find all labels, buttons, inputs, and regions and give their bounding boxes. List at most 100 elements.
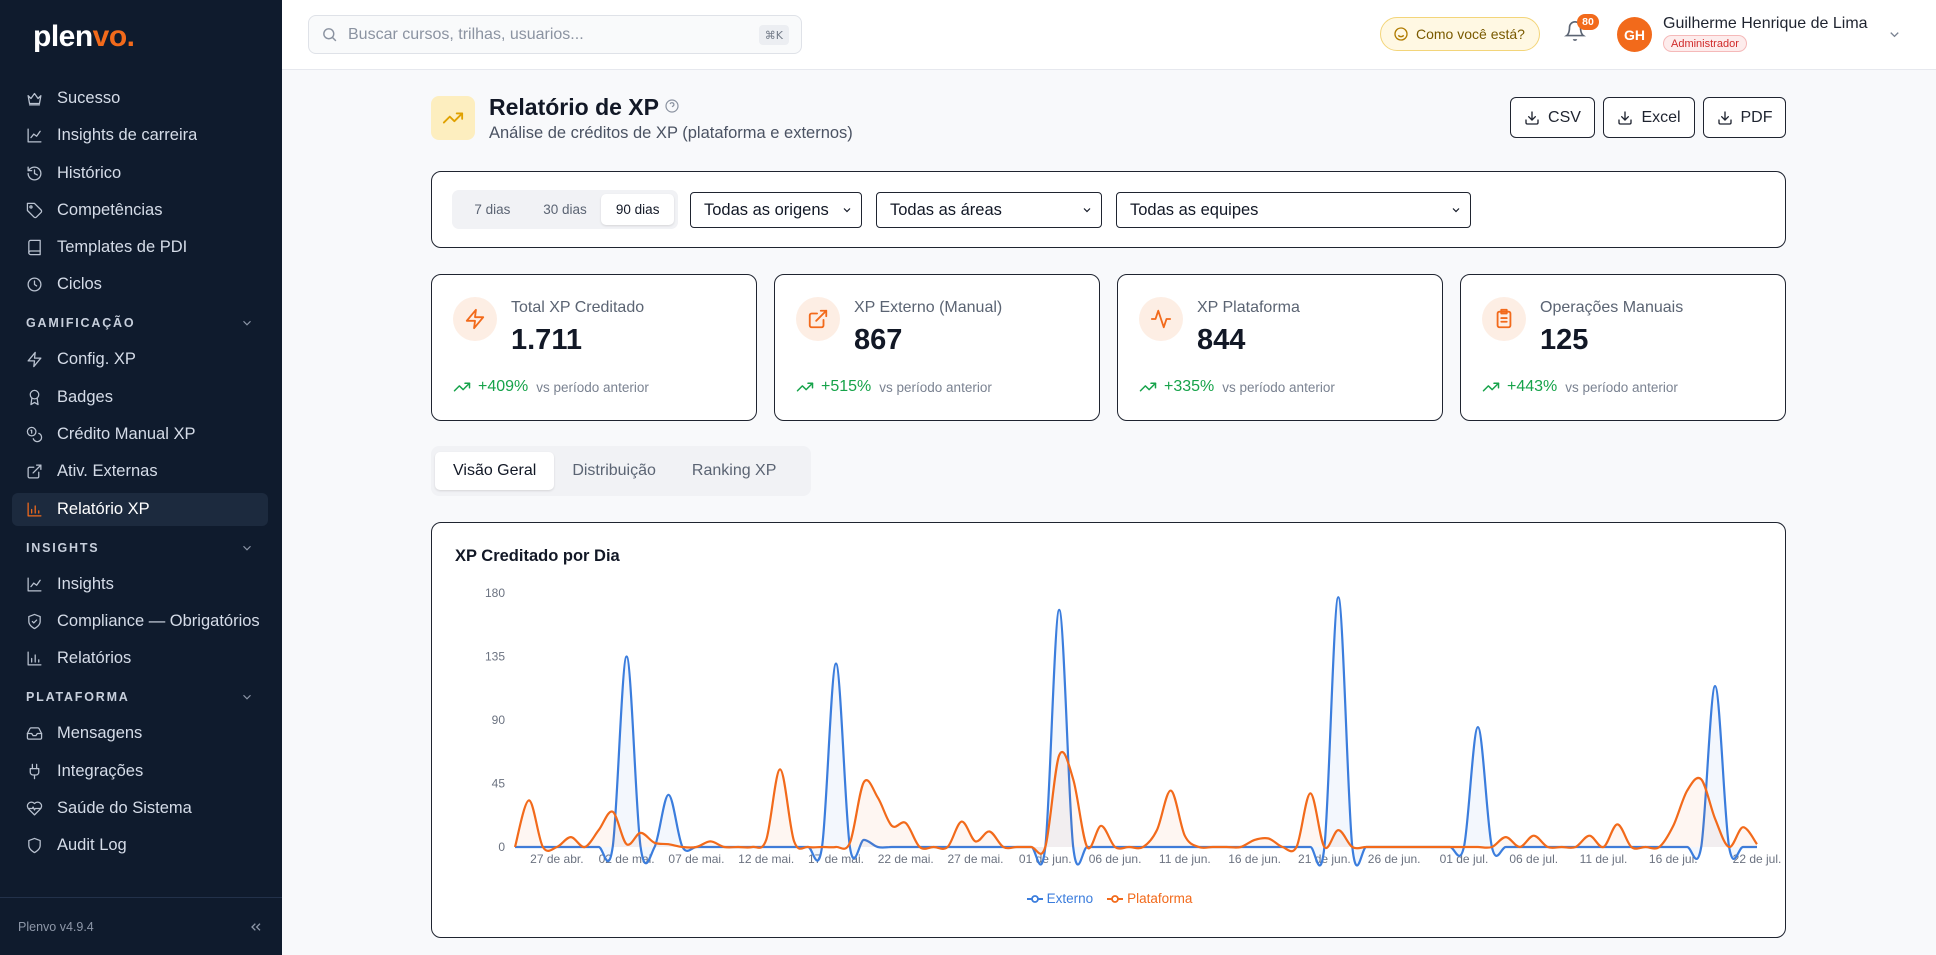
trending-up-icon (1482, 382, 1500, 392)
area-select[interactable]: Todas as áreas (876, 192, 1102, 228)
sidebar-item-mensagens[interactable]: Mensagens (12, 717, 268, 750)
legend-item-plataforma[interactable]: Plataforma (1107, 891, 1192, 906)
x-tick-label: 22 de jul. (1733, 852, 1782, 866)
zap-icon (465, 308, 485, 330)
export-csv-button[interactable]: CSV (1510, 97, 1595, 138)
help-circle-icon (665, 99, 679, 113)
search-input[interactable] (348, 25, 728, 44)
plug-icon (29, 763, 40, 779)
sidebar-nav: Sucesso Insights de carreira Histórico Comp… (12, 82, 268, 866)
chevron-down-icon (243, 545, 251, 551)
series-plataforma-area (515, 751, 1757, 854)
notifications-button[interactable]: 80 (1564, 14, 1599, 46)
sidebar-item-compliance-obrigatorios[interactable]: Compliance — Obrigatórios (12, 605, 268, 638)
sidebar-item-templates-de-pdi[interactable]: Templates de PDI (12, 231, 268, 264)
section-platform[interactable]: PLATAFORMA (12, 683, 268, 711)
team-select[interactable]: Todas as equipes (1116, 192, 1471, 228)
sidebar-item-label: Ciclos (57, 275, 102, 294)
export-pdf-button[interactable]: PDF (1703, 97, 1786, 138)
download-icon (1618, 110, 1633, 125)
clipboard-icon (1496, 308, 1512, 329)
filters-panel: 7 dias 30 dias 90 dias Todas as origens … (431, 171, 1786, 248)
x-tick-label: 07 de mai. (668, 852, 724, 866)
sidebar-item-label: Integrações (57, 761, 144, 780)
stat-delta-note: vs período anterior (1565, 379, 1678, 395)
stat-delta-note: vs período anterior (879, 379, 992, 395)
sidebar-item-badges[interactable]: Badges (12, 381, 268, 414)
stat-card-platform-xp: XP Plataforma 844 +335% vs período anteri… (1117, 274, 1443, 421)
period-30-days[interactable]: 30 dias (543, 202, 587, 217)
stat-delta: +443% vs período anterior (1482, 378, 1678, 396)
sidebar-item-ciclos[interactable]: Ciclos (12, 268, 268, 301)
trending-up-icon (796, 382, 814, 392)
chart-legend: Externo Plataforma (432, 891, 1787, 906)
sidebar: plenvo. Sucesso Insights de carreira Histó… (0, 0, 282, 955)
stat-icon (453, 297, 497, 341)
sidebar-item-sucesso[interactable]: Sucesso (12, 82, 268, 115)
x-tick-label: 06 de jul. (1509, 852, 1558, 866)
report-tabs: Visão Geral Distribuição Ranking XP (431, 446, 811, 496)
user-name[interactable]: Guilherme Henrique de Lima (1663, 15, 1868, 32)
sidebar-item-credito-manual-xp[interactable]: Crédito Manual XP (12, 418, 268, 451)
stat-card-external-xp: XP Externo (Manual) 867 +515% vs período … (774, 274, 1100, 421)
sidebar-item-integracoes[interactable]: Integrações (12, 755, 268, 788)
x-tick-label: 16 de jul. (1649, 852, 1698, 866)
origin-select[interactable]: Todas as origens (690, 192, 862, 228)
line-chart-icon (27, 128, 42, 143)
book-icon (28, 239, 41, 256)
y-tick-label: 180 (485, 586, 505, 600)
search-box[interactable]: ⌘K (308, 15, 802, 54)
x-tick-label: 06 de jun. (1089, 852, 1142, 866)
shield-check-icon (28, 613, 41, 630)
sidebar-item-insights-de-carreira[interactable]: Insights de carreira (12, 119, 268, 152)
tab-distribution[interactable]: Distribuição (572, 462, 656, 479)
stat-label: XP Plataforma (1197, 299, 1300, 316)
help-button[interactable] (664, 98, 680, 119)
sidebar-item-ativ-externas[interactable]: Ativ. Externas (12, 455, 268, 488)
mood-button[interactable]: Como você está? (1380, 17, 1540, 51)
legend-swatch-plataforma (1107, 894, 1124, 903)
xp-daily-chart[interactable]: 0 45 90 135 180 27 de abr. 02 de mai. 07 de mai… (432, 523, 1787, 893)
sidebar-item-insights[interactable]: Insights (12, 568, 268, 601)
tag-icon (26, 202, 43, 219)
sidebar-item-label: Sucesso (57, 89, 121, 107)
sidebar-item-label: Insights de carreira (57, 126, 198, 145)
bar-chart-icon (27, 651, 42, 666)
sidebar-item-label: Relatório XP (57, 499, 150, 518)
period-90-days[interactable]: 90 dias (601, 194, 675, 225)
external-link-icon (27, 464, 42, 479)
section-gamification[interactable]: GAMIFICAÇÃO (12, 309, 268, 337)
trending-up-icon (442, 112, 464, 124)
export-excel-button[interactable]: Excel (1603, 97, 1695, 138)
page-title: Relatório de XP (489, 94, 659, 120)
x-tick-label: 22 de mai. (878, 852, 934, 866)
sidebar-item-historico[interactable]: Histórico (12, 157, 268, 190)
y-tick-label: 45 (492, 777, 506, 791)
sidebar-item-relatorio-xp[interactable]: Relatório XP (12, 492, 268, 526)
award-icon (29, 389, 40, 406)
app-version: Plenvo v4.9.4 (18, 919, 94, 934)
sidebar-item-relatorios[interactable]: Relatórios (12, 642, 268, 675)
tab-ranking[interactable]: Ranking XP (691, 462, 777, 479)
stat-delta: +515% vs período anterior (796, 378, 992, 396)
legend-label-plataforma: Plataforma (1127, 891, 1193, 906)
sidebar-item-audit-log[interactable]: Audit Log (12, 829, 268, 862)
legend-item-externo[interactable]: Externo (1026, 891, 1093, 906)
plenvo-logo[interactable]: plenvo. (33, 20, 135, 53)
sidebar-item-label: Templates de PDI (57, 238, 188, 257)
bell-icon (1564, 21, 1586, 41)
avatar[interactable]: GH (1617, 17, 1652, 52)
sidebar-item-label: Compliance — Obrigatórios (57, 611, 260, 630)
section-insights[interactable]: INSIGHTS (12, 534, 268, 562)
tab-overview[interactable]: Visão Geral (435, 452, 555, 490)
sidebar-item-config-xp[interactable]: Config. XP (12, 343, 268, 376)
user-menu-chevron[interactable] (1887, 27, 1902, 47)
sidebar-item-saude-do-sistema[interactable]: Saúde do Sistema (12, 792, 268, 825)
sidebar-item-competencias[interactable]: Competências (12, 194, 268, 227)
period-selector: 7 dias 30 dias 90 dias (452, 190, 678, 229)
origin-select-value: Todas as origens (704, 200, 829, 219)
period-7-days[interactable]: 7 dias (474, 202, 511, 217)
collapse-sidebar-icon[interactable] (248, 919, 264, 935)
stat-value: 1.711 (511, 324, 582, 356)
team-select-value: Todas as equipes (1130, 200, 1259, 219)
